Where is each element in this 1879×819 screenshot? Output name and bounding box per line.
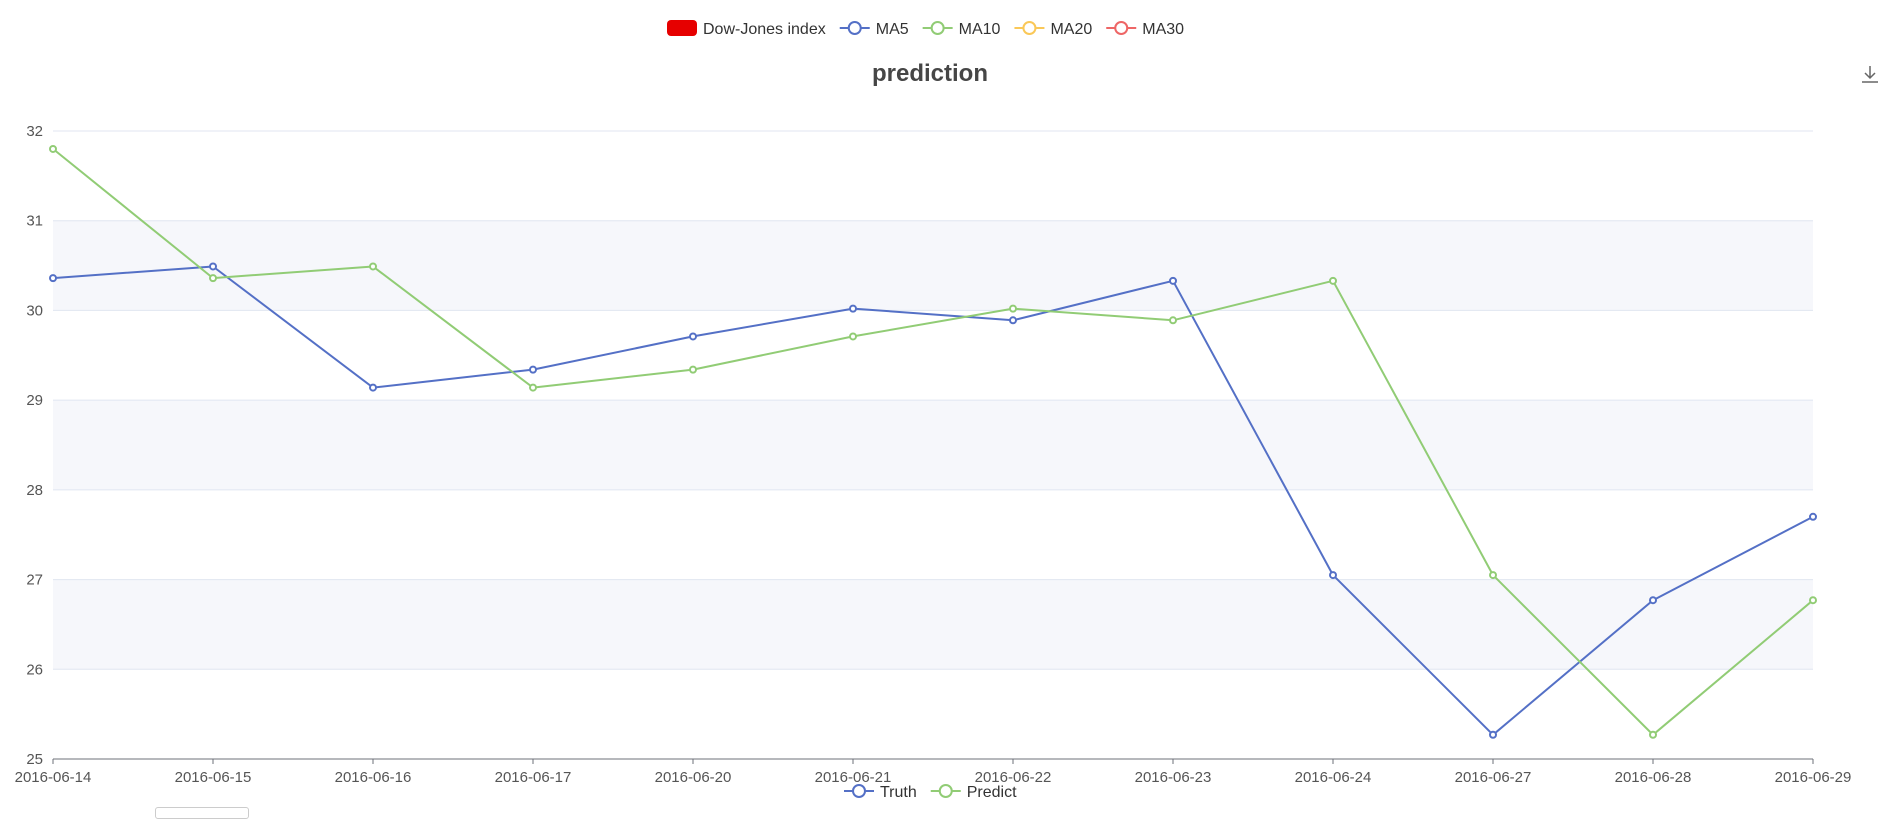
x-tick-label: 2016-06-17 <box>495 769 572 786</box>
legend-label: Predict <box>967 784 1017 801</box>
legend-item[interactable]: Truth <box>844 784 917 801</box>
series-line <box>52 148 1814 736</box>
x-tick-label: 2016-06-29 <box>1775 769 1852 786</box>
data-point <box>369 262 377 271</box>
grid-band <box>53 669 1813 759</box>
x-tick-label: 2016-06-27 <box>1455 769 1532 786</box>
top-legend[interactable]: Dow-Jones index MA5 MA10 MA20 MA30 <box>667 20 1184 38</box>
x-tick-label: 2016-06-23 <box>1135 769 1212 786</box>
y-tick-label: 26 <box>26 661 43 678</box>
download-icon[interactable] <box>1862 66 1878 83</box>
legend-label: MA20 <box>1050 21 1092 38</box>
data-point <box>1809 596 1817 605</box>
data-point <box>1809 512 1817 521</box>
data-point <box>49 144 57 153</box>
grid-band <box>53 310 1813 401</box>
data-point <box>529 365 537 374</box>
bottom-legend[interactable]: Truth Predict <box>844 784 1017 801</box>
series-line <box>52 265 1814 736</box>
grid-bands <box>53 131 1813 759</box>
data-point <box>369 383 377 392</box>
x-tick-label: 2016-06-16 <box>335 769 412 786</box>
grid-band <box>53 579 1813 670</box>
legend-item[interactable]: MA20 <box>1014 21 1092 38</box>
legend-label: MA5 <box>876 21 909 38</box>
data-point <box>209 262 217 271</box>
legend-label: MA30 <box>1142 21 1184 38</box>
data-point <box>849 304 857 313</box>
data-point <box>689 365 697 374</box>
grid-lines <box>53 130 1813 670</box>
y-tick-label: 25 <box>26 751 43 768</box>
data-point <box>689 332 697 341</box>
legend-swatch <box>667 20 697 36</box>
data-point <box>49 274 57 283</box>
data-point <box>849 332 857 341</box>
chart-title: prediction <box>872 60 988 87</box>
y-axis: 25 26 27 28 29 30 31 32 <box>26 123 43 768</box>
y-tick-label: 27 <box>26 572 43 589</box>
data-point <box>1009 304 1017 313</box>
legend-item[interactable]: MA30 <box>1106 21 1184 38</box>
y-tick-label: 28 <box>26 482 43 499</box>
data-point <box>1329 571 1337 580</box>
data-point <box>1009 316 1017 325</box>
y-tick-label: 30 <box>26 302 43 319</box>
x-axis: 2016-06-14 2016-06-15 2016-06-16 2016-06-17… <box>15 758 1852 786</box>
grid-band <box>53 220 1813 311</box>
series-group <box>49 144 1817 739</box>
x-tick-label: 2016-06-14 <box>15 769 92 786</box>
legend-item[interactable]: Dow-Jones index <box>667 20 826 38</box>
data-point <box>529 383 537 392</box>
grid-band <box>53 489 1813 580</box>
data-point <box>1649 730 1657 739</box>
legend-swatch <box>852 784 866 798</box>
legend-item[interactable]: Predict <box>930 784 1017 801</box>
datazoom-box[interactable] <box>155 807 249 819</box>
y-tick-label: 32 <box>26 123 43 140</box>
x-tick-label: 2016-06-15 <box>175 769 252 786</box>
y-tick-label: 29 <box>26 392 43 409</box>
data-point <box>1489 571 1497 580</box>
legend-swatch <box>847 21 862 35</box>
x-tick-label: 2016-06-24 <box>1295 769 1372 786</box>
legend-item[interactable]: MA10 <box>922 21 1001 38</box>
x-tick-label: 2016-06-22 <box>975 769 1052 786</box>
data-point <box>209 274 217 283</box>
x-tick-label: 2016-06-20 <box>655 769 732 786</box>
grid-band <box>53 400 1813 490</box>
data-point <box>1489 730 1497 739</box>
y-tick-label: 31 <box>26 213 43 230</box>
data-point <box>1169 316 1177 325</box>
legend-item[interactable]: MA5 <box>839 21 909 38</box>
legend-swatch <box>938 784 953 798</box>
legend-label: Truth <box>880 784 917 801</box>
grid-band <box>53 131 1813 221</box>
legend-swatch <box>1114 21 1129 35</box>
legend-label: Dow-Jones index <box>703 21 826 38</box>
legend-swatch <box>930 21 945 35</box>
data-point <box>1169 276 1177 285</box>
data-point <box>1329 276 1337 285</box>
x-tick-label: 2016-06-21 <box>815 769 892 786</box>
data-point <box>1649 596 1657 605</box>
legend-label: MA10 <box>959 21 1001 38</box>
legend-swatch <box>1022 21 1037 35</box>
x-tick-label: 2016-06-28 <box>1615 769 1692 786</box>
